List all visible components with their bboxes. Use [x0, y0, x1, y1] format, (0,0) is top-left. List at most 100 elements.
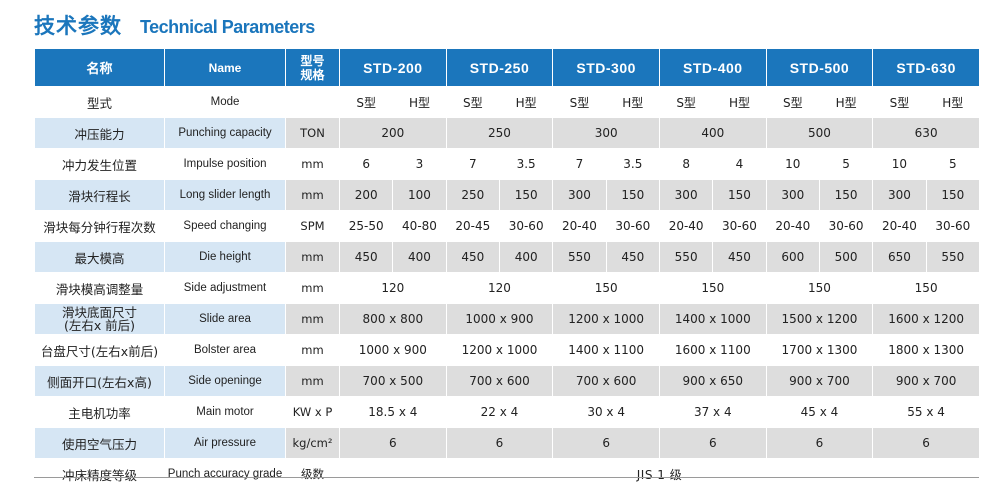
value-cell: 6 [338, 148, 394, 180]
param-name-cn: 冲压能力 [34, 117, 165, 149]
value-cell: 150 [872, 272, 980, 304]
table-row: 冲床精度等级 Punch accuracy grade 级数 JIS 1 级 [34, 458, 980, 490]
param-name-en: Punching capacity [164, 117, 286, 149]
value-cell: 120 [445, 272, 554, 304]
value-cell: 630 [872, 117, 980, 149]
value-cell: H型 [712, 86, 767, 118]
title-english: Technical Parameters [140, 17, 315, 37]
value-cell: H型 [392, 86, 447, 118]
param-name-cn: 使用空气压力 [34, 427, 165, 459]
table-row: 主电机功率 Main motor KW x P 18.5 x 4 22 x 4 30 x … [34, 396, 980, 428]
title-chinese: 技术参数 [34, 14, 122, 38]
value-cell: 20-40 [872, 210, 927, 242]
header-name-cn: 名称 [34, 48, 165, 87]
value-cell: S型 [765, 86, 820, 118]
value-cell: 120 [339, 272, 447, 304]
value-cell: 300 [552, 179, 607, 211]
value-cell: 30-60 [498, 210, 554, 242]
param-name-cn: 主电机功率 [34, 396, 165, 428]
header-name-en: Name [164, 48, 286, 87]
value-cell: 5 [818, 148, 874, 180]
value-cell: 20-40 [552, 210, 607, 242]
param-name-en: Mode [164, 86, 286, 118]
param-unit: KW x P [285, 396, 340, 428]
value-cell: 400 [498, 241, 554, 273]
value-cell: 450 [712, 241, 767, 273]
value-cell: 200 [338, 179, 394, 211]
value-cell: 1000 x 900 [445, 303, 554, 335]
table-row: 滑块每分钟行程次数 Speed changing SPM 25-50 40-80 20-4… [34, 210, 980, 242]
value-cell: 450 [338, 241, 394, 273]
value-cell: 400 [658, 117, 767, 149]
value-cell: 1400 x 1000 [658, 303, 767, 335]
value-cell: 150 [552, 272, 660, 304]
value-cell: 500 [765, 117, 874, 149]
value-cell: 150 [658, 272, 767, 304]
value-cell: 6 [552, 427, 660, 459]
table-row: 最大模高 Die height mm 450 400 450 400 550 450 550 450… [34, 241, 980, 273]
value-cell: 30-60 [818, 210, 874, 242]
param-name-cn: 冲床精度等级 [34, 458, 165, 490]
value-cell: 150 [765, 272, 874, 304]
value-cell: 3.5 [605, 148, 660, 180]
value-cell: 1200 x 1000 [445, 334, 554, 366]
value-cell: 100 [392, 179, 447, 211]
param-name-en: Main motor [164, 396, 286, 428]
param-unit: mm [285, 272, 340, 304]
header-model: STD-250 [445, 48, 554, 87]
value-cell: 30-60 [712, 210, 767, 242]
value-cell: 22 x 4 [445, 396, 554, 428]
value-cell: 55 x 4 [872, 396, 980, 428]
param-name-en: Speed changing [164, 210, 286, 242]
param-unit: TON [285, 117, 340, 149]
value-cell: 20-45 [445, 210, 500, 242]
value-cell: 150 [712, 179, 767, 211]
value-cell: 300 [872, 179, 927, 211]
table-row: 使用空气压力 Air pressure kg/cm² 6 6 6 6 6 6 [34, 427, 980, 459]
value-cell: 500 [818, 241, 874, 273]
value-cell: 300 [552, 117, 660, 149]
header-spec: 型号 规格 [285, 48, 340, 87]
value-cell: 25-50 [338, 210, 394, 242]
param-name-cn: 滑块模高调整量 [34, 272, 165, 304]
value-cell: H型 [605, 86, 660, 118]
param-unit: mm [285, 241, 340, 273]
value-cell: 200 [339, 117, 447, 149]
value-cell: 45 x 4 [765, 396, 874, 428]
table-row: 滑块模高调整量 Side adjustment mm 120 120 150 150 150 1… [34, 272, 980, 304]
value-cell: 900 x 700 [872, 365, 980, 397]
value-cell: 150 [498, 179, 554, 211]
param-name-en: Bolster area [164, 334, 286, 366]
value-cell: H型 [925, 86, 980, 118]
value-cell: 40-80 [392, 210, 447, 242]
value-cell: 650 [872, 241, 927, 273]
value-cell: 10 [872, 148, 927, 180]
value-cell: H型 [498, 86, 554, 118]
value-cell: 1600 x 1100 [658, 334, 767, 366]
value-cell: 6 [872, 427, 980, 459]
value-cell: 900 x 650 [658, 365, 767, 397]
technical-parameters-table: 名称 Name 型号 规格 STD-200 STD-250 STD-300 ST… [34, 48, 980, 490]
value-cell: 700 x 600 [445, 365, 554, 397]
value-cell: 6 [445, 427, 554, 459]
table-row: 滑块行程长 Long slider length mm 200 100 250 150 300… [34, 179, 980, 211]
param-unit: mm [285, 365, 340, 397]
param-name-cn: 滑块底面尺寸 (左右x 前后) [34, 303, 165, 335]
param-name-cn: 型式 [34, 86, 165, 118]
value-cell: 20-40 [765, 210, 820, 242]
param-name-cn: 滑块每分钟行程次数 [34, 210, 165, 242]
value-cell: 7 [552, 148, 607, 180]
param-name-cn: 冲力发生位置 [34, 148, 165, 180]
value-cell: 30-60 [605, 210, 660, 242]
header-model: STD-500 [765, 48, 874, 87]
header-model: STD-400 [658, 48, 767, 87]
value-cell: 250 [445, 117, 554, 149]
header-spec-line2: 规格 [300, 67, 325, 82]
table-row: 冲力发生位置 Impulse position mm 6 3 7 3.5 7 3.5 8 4 10 5 1… [34, 148, 980, 180]
value-cell: 900 x 700 [765, 365, 874, 397]
value-cell: 250 [445, 179, 500, 211]
value-cell: S型 [552, 86, 607, 118]
param-unit: mm [285, 334, 340, 366]
value-cell: 30 x 4 [552, 396, 660, 428]
value-cell: 3 [392, 148, 447, 180]
